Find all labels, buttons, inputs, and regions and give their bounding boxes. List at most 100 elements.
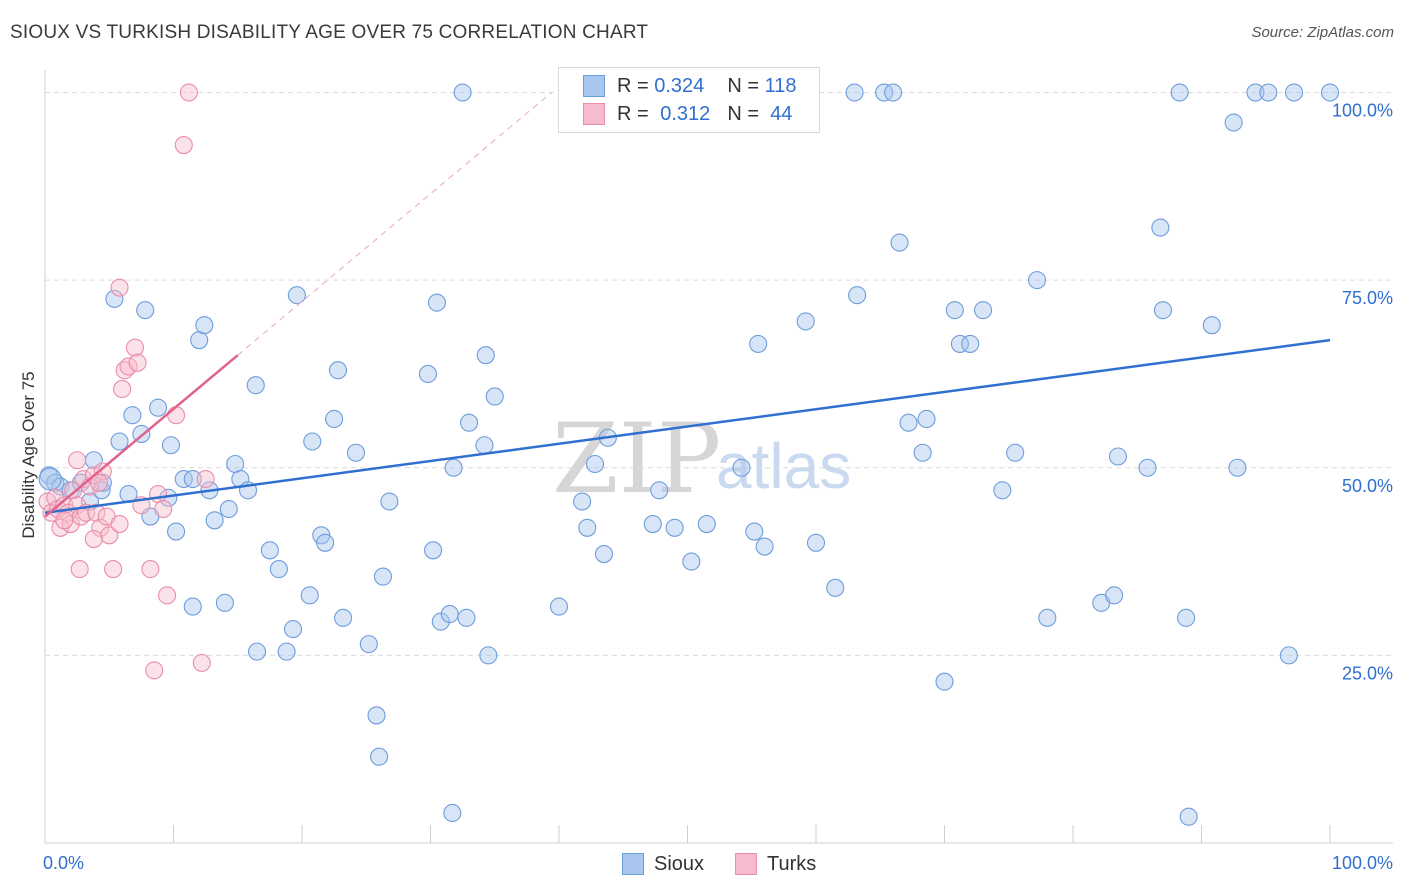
- sioux-point: [1279, 646, 1298, 665]
- sioux-point: [945, 301, 964, 320]
- sioux-point: [643, 514, 662, 534]
- sioux-point: [459, 413, 479, 432]
- sioux-point: [935, 672, 954, 691]
- sioux-point: [1320, 83, 1340, 102]
- turks-point: [149, 484, 168, 504]
- turks-point: [192, 653, 211, 672]
- sioux-point: [884, 83, 903, 102]
- sioux-point: [205, 511, 224, 530]
- turks-legend-swatch: [735, 853, 757, 875]
- watermark: ZIP atlas: [552, 403, 851, 515]
- sioux-point: [549, 597, 569, 616]
- turks-point: [154, 499, 173, 519]
- sioux-r-label: R =: [617, 74, 649, 97]
- sioux-point: [1105, 586, 1124, 605]
- sioux-point: [1108, 447, 1128, 466]
- sioux-point: [485, 387, 504, 406]
- sioux-point: [183, 469, 202, 489]
- sioux-point: [287, 286, 306, 305]
- turks-point: [93, 462, 112, 481]
- x-tick-label-min: 0.0%: [43, 853, 84, 873]
- turks-point: [196, 469, 215, 489]
- sioux-point: [277, 642, 296, 661]
- sioux-point: [39, 466, 58, 485]
- sioux-point: [367, 706, 386, 725]
- chart-source: Source: ZipAtlas.com: [1251, 24, 1394, 41]
- axes: [44, 70, 1393, 844]
- sioux-point: [123, 406, 142, 425]
- sioux-point: [1179, 807, 1198, 826]
- sioux-point: [1027, 271, 1047, 290]
- sioux-point: [373, 567, 393, 586]
- sioux-point: [682, 552, 701, 571]
- sioux-point: [328, 361, 348, 380]
- turks-point: [158, 586, 177, 605]
- sioux-point: [1177, 608, 1196, 627]
- sioux-point: [105, 289, 124, 308]
- legend-row-sioux: R = 0.324 N = 118: [583, 72, 797, 100]
- turks-trend-extension: [237, 92, 552, 356]
- sioux-point: [38, 467, 62, 491]
- sioux-point: [1228, 458, 1247, 477]
- sioux-point: [650, 481, 669, 500]
- sioux-point: [346, 443, 366, 462]
- sioux-point: [665, 518, 684, 537]
- sioux-point: [110, 432, 129, 451]
- sioux-n-label: N =: [727, 74, 760, 97]
- turks-point: [174, 135, 193, 155]
- sioux-point: [1006, 443, 1025, 462]
- legend-row-turks: R = 0.312 N = 44: [583, 100, 792, 128]
- y-tick-label: 50.0%: [1342, 476, 1393, 496]
- turks-n-label: N =: [727, 102, 760, 125]
- sioux-point: [848, 286, 867, 305]
- sioux-point: [190, 331, 209, 350]
- sioux-point: [453, 83, 472, 102]
- sioux-point: [573, 492, 592, 511]
- turks-point: [167, 406, 186, 425]
- turks-points: [38, 83, 215, 680]
- sioux-point: [444, 458, 463, 477]
- sioux-point: [1202, 316, 1221, 335]
- trend-lines: [44, 92, 1331, 518]
- sioux-points: [38, 83, 1340, 826]
- sioux-point: [950, 334, 969, 353]
- turks-point: [87, 503, 106, 522]
- correlation-legend: R = 0.324 N = 118 R = 0.312 N = 44: [558, 67, 820, 133]
- sioux-legend-swatch: [622, 853, 644, 875]
- y-tick-label: 75.0%: [1342, 288, 1393, 308]
- bottom-legend-turks: Turks: [735, 850, 816, 878]
- sioux-n-value: 118: [764, 74, 797, 97]
- sioux-point: [136, 301, 155, 320]
- sioux-point: [732, 458, 751, 477]
- sioux-point: [427, 293, 446, 312]
- sioux-point: [219, 499, 238, 519]
- sioux-point: [269, 560, 288, 579]
- x-tick-label-max: 100.0%: [1332, 853, 1393, 873]
- turks-point: [113, 379, 132, 399]
- sioux-legend-label: Sioux: [654, 852, 705, 875]
- turks-point: [89, 473, 109, 492]
- sioux-point: [215, 593, 234, 612]
- gridlines: [45, 92, 1393, 656]
- sioux-point: [303, 432, 322, 451]
- sioux-point: [890, 233, 909, 252]
- bottom-legend-sioux: Sioux: [622, 850, 704, 878]
- turks-point: [119, 357, 138, 376]
- sioux-point: [334, 608, 353, 627]
- sioux-point: [796, 312, 815, 331]
- sioux-point: [1224, 113, 1243, 132]
- sioux-point: [149, 398, 168, 417]
- sioux-point: [578, 518, 597, 537]
- turks-point: [110, 514, 129, 534]
- turks-point: [128, 353, 147, 372]
- turks-point: [141, 560, 160, 579]
- watermark-atlas: atlas: [716, 430, 851, 502]
- sioux-point: [283, 620, 303, 639]
- sioux-point: [1170, 83, 1189, 102]
- sioux-point: [745, 522, 764, 541]
- sioux-point: [325, 409, 344, 429]
- sioux-point: [440, 605, 459, 624]
- sioux-point: [993, 481, 1012, 500]
- sioux-point: [316, 533, 335, 552]
